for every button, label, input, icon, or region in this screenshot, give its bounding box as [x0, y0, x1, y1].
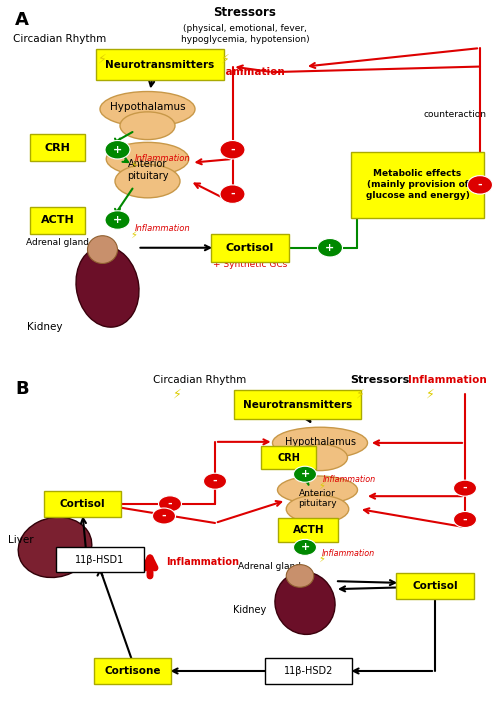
Ellipse shape	[272, 427, 368, 459]
Circle shape	[294, 539, 316, 556]
Text: +: +	[113, 215, 122, 225]
FancyBboxPatch shape	[234, 390, 361, 419]
Text: Cortisol: Cortisol	[412, 581, 458, 591]
Text: Adrenal gland: Adrenal gland	[238, 562, 302, 571]
Text: ⚡: ⚡	[426, 388, 434, 401]
Ellipse shape	[286, 495, 349, 523]
Text: B: B	[15, 381, 28, 398]
Text: Metabolic effects
(mainly provision of
glucose and energy): Metabolic effects (mainly provision of g…	[366, 169, 470, 200]
Circle shape	[220, 185, 245, 203]
Text: Neurotransmitters: Neurotransmitters	[106, 60, 214, 70]
Text: ⚡: ⚡	[318, 554, 325, 564]
Text: -: -	[212, 476, 218, 486]
Ellipse shape	[76, 246, 139, 327]
FancyBboxPatch shape	[261, 446, 316, 470]
Text: + Synthetic GCs: + Synthetic GCs	[213, 260, 287, 269]
Text: CRH: CRH	[277, 452, 300, 462]
Text: -: -	[462, 515, 468, 525]
Text: ⚡: ⚡	[318, 481, 325, 490]
Ellipse shape	[88, 236, 118, 264]
Text: Inflammation: Inflammation	[206, 67, 284, 77]
Text: -: -	[230, 189, 235, 199]
Text: ⚡: ⚡	[173, 388, 182, 401]
Ellipse shape	[120, 112, 175, 139]
FancyBboxPatch shape	[44, 491, 121, 517]
Ellipse shape	[278, 476, 357, 504]
Text: Stressors: Stressors	[214, 6, 276, 19]
Text: Kidney: Kidney	[234, 605, 266, 615]
Text: ⚡: ⚡	[130, 230, 138, 239]
Text: counteraction: counteraction	[424, 110, 486, 119]
Text: ⚡: ⚡	[98, 52, 107, 65]
Text: Cortisol: Cortisol	[60, 499, 106, 509]
Text: +: +	[326, 243, 334, 253]
Text: Neurotransmitters: Neurotransmitters	[243, 400, 352, 409]
Text: Inflammation: Inflammation	[322, 475, 376, 484]
Circle shape	[468, 176, 492, 194]
Text: +: +	[113, 145, 122, 155]
FancyBboxPatch shape	[396, 573, 474, 599]
FancyBboxPatch shape	[211, 234, 289, 261]
Text: CRH: CRH	[44, 143, 70, 153]
Ellipse shape	[100, 91, 195, 126]
Text: Adrenal gland: Adrenal gland	[26, 238, 89, 247]
Circle shape	[318, 238, 342, 257]
FancyBboxPatch shape	[278, 518, 338, 542]
FancyBboxPatch shape	[30, 207, 85, 233]
Ellipse shape	[18, 517, 92, 577]
FancyBboxPatch shape	[56, 547, 144, 572]
Text: (physical, emotional, fever,
hypoglycemia, hypotension): (physical, emotional, fever, hypoglycemi…	[180, 24, 310, 44]
Text: Stressors: Stressors	[350, 375, 410, 385]
Text: Inflammation: Inflammation	[135, 154, 190, 163]
Text: Circadian Rhythm: Circadian Rhythm	[14, 34, 106, 44]
FancyBboxPatch shape	[94, 658, 171, 684]
FancyBboxPatch shape	[96, 49, 224, 80]
Text: ⚡: ⚡	[356, 388, 364, 401]
Text: ⚡: ⚡	[130, 159, 138, 169]
Text: -: -	[230, 145, 235, 155]
Text: Hypothalamus: Hypothalamus	[284, 437, 356, 447]
Ellipse shape	[106, 142, 189, 176]
Text: Inflammation: Inflammation	[135, 223, 190, 233]
Text: Cortisone: Cortisone	[104, 666, 161, 676]
Text: -: -	[162, 511, 166, 521]
Text: Anterior
pituitary: Anterior pituitary	[298, 489, 337, 508]
Text: +: +	[300, 470, 310, 479]
Text: 11β-HSD1: 11β-HSD1	[76, 554, 124, 564]
Ellipse shape	[286, 564, 314, 587]
Circle shape	[294, 466, 316, 482]
Text: Cortisol: Cortisol	[226, 243, 274, 253]
Text: -: -	[462, 483, 468, 493]
Text: Liver: Liver	[8, 536, 34, 546]
Circle shape	[454, 511, 476, 528]
Text: ACTH: ACTH	[292, 525, 324, 535]
Text: Inflammation: Inflammation	[408, 375, 487, 385]
Text: Anterior
pituitary: Anterior pituitary	[127, 159, 168, 181]
Text: Inflammation: Inflammation	[166, 557, 239, 567]
Text: ⚡: ⚡	[220, 52, 230, 65]
Ellipse shape	[115, 164, 180, 198]
Text: Kidney: Kidney	[27, 322, 63, 332]
Ellipse shape	[292, 444, 348, 470]
Text: Hypothalamus: Hypothalamus	[110, 102, 186, 112]
Text: +: +	[300, 542, 310, 552]
FancyBboxPatch shape	[265, 658, 352, 684]
Text: Inflammation: Inflammation	[322, 549, 375, 558]
Circle shape	[152, 508, 176, 524]
Text: Circadian Rhythm: Circadian Rhythm	[154, 375, 246, 385]
FancyBboxPatch shape	[351, 151, 484, 218]
FancyBboxPatch shape	[30, 134, 85, 162]
Ellipse shape	[275, 572, 335, 635]
Circle shape	[105, 211, 130, 229]
Circle shape	[204, 473, 227, 489]
Text: A: A	[15, 11, 29, 29]
Circle shape	[158, 496, 182, 512]
Circle shape	[220, 141, 245, 159]
Circle shape	[454, 480, 476, 496]
Text: 11β-HSD2: 11β-HSD2	[284, 666, 333, 676]
Text: ACTH: ACTH	[40, 215, 74, 225]
Text: -: -	[168, 499, 172, 509]
Text: -: -	[478, 180, 482, 190]
Circle shape	[105, 141, 130, 159]
